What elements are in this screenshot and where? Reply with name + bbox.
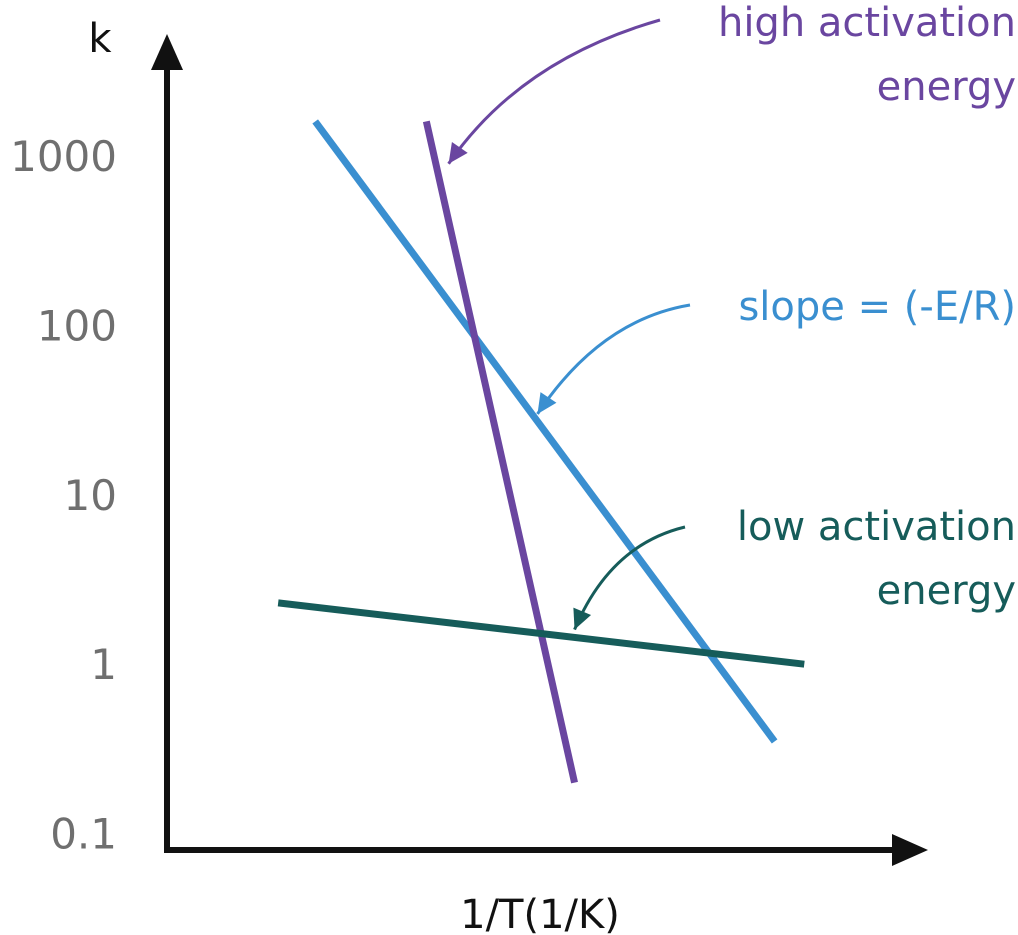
- y-tick-labels: 1000 100 10 1 0.1: [10, 132, 117, 859]
- annotation-3: low activation energy: [573, 504, 1016, 631]
- annotation-2: slope = (-E/R): [536, 284, 1016, 415]
- annotation-arrowhead: [537, 392, 557, 414]
- series-line-1: [312, 119, 778, 744]
- axes: [151, 34, 928, 866]
- annotation-arrowhead: [573, 607, 592, 630]
- annotation-text: low activation: [737, 504, 1016, 550]
- y-tick-label: 1: [90, 640, 117, 689]
- annotation-arrow: [573, 525, 686, 631]
- annotations: high activation energy slope = (-E/R) low a…: [447, 0, 1016, 631]
- annotation-text: energy: [877, 568, 1016, 614]
- annotation-text: energy: [877, 64, 1016, 110]
- annotation-arrowhead: [448, 141, 468, 164]
- y-tick-label: 100: [37, 301, 117, 350]
- series-lines: [277, 119, 805, 784]
- series-line-2: [422, 120, 578, 784]
- series-line-3: [277, 599, 805, 668]
- x-axis-label: 1/T(1/K): [460, 892, 620, 935]
- y-tick-label: 1000: [10, 132, 117, 181]
- annotation-text: slope = (-E/R): [738, 284, 1016, 330]
- annotation-1: high activation energy: [447, 0, 1016, 165]
- y-tick-label: 0.1: [50, 810, 117, 859]
- annotation-text: high activation: [718, 0, 1016, 46]
- y-tick-label: 10: [64, 471, 117, 520]
- annotation-arrow: [536, 303, 691, 415]
- annotation-arrow: [447, 18, 661, 165]
- x-axis-arrowhead: [892, 834, 928, 866]
- y-axis-arrowhead: [151, 34, 183, 70]
- y-axis-label: k: [88, 16, 112, 62]
